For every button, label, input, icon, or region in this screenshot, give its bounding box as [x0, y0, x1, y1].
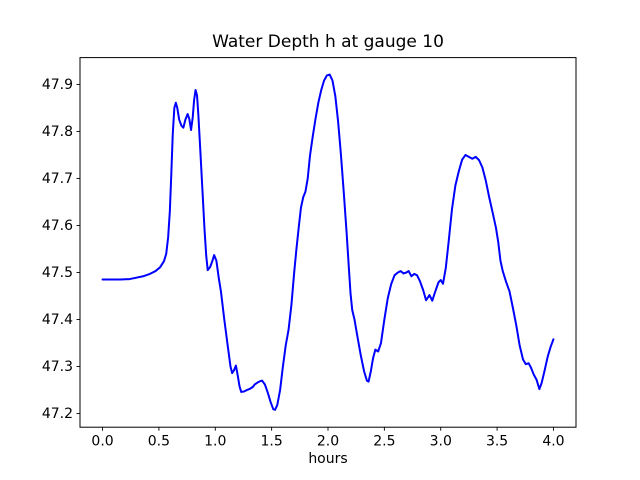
chart-title: Water Depth h at gauge 10	[212, 32, 444, 52]
x-tick-label: 1.5	[261, 434, 283, 450]
y-tick-label: 47.9	[42, 77, 73, 93]
x-tick-label: 2.0	[317, 434, 339, 450]
x-axis-label: hours	[308, 451, 347, 467]
y-tick-label: 47.4	[42, 312, 73, 328]
x-tick-label: 0.5	[148, 434, 170, 450]
y-tick-label: 47.2	[42, 406, 73, 422]
data-series-h	[101, 73, 555, 411]
x-tick-label: 3.0	[430, 434, 452, 450]
x-tick-label: 4.0	[542, 434, 564, 450]
y-tick-label: 47.8	[42, 124, 73, 140]
x-tick-label: 2.5	[373, 434, 395, 450]
y-tick-label: 47.7	[42, 171, 73, 187]
axes-spines	[79, 57, 577, 428]
y-tick-label: 47.6	[42, 218, 73, 234]
y-tick-label: 47.5	[42, 265, 73, 281]
x-tick-label: 1.0	[204, 434, 226, 450]
x-tick-label: 3.5	[486, 434, 508, 450]
x-tick-label: 0.0	[91, 434, 113, 450]
y-tick-label: 47.3	[42, 359, 73, 375]
